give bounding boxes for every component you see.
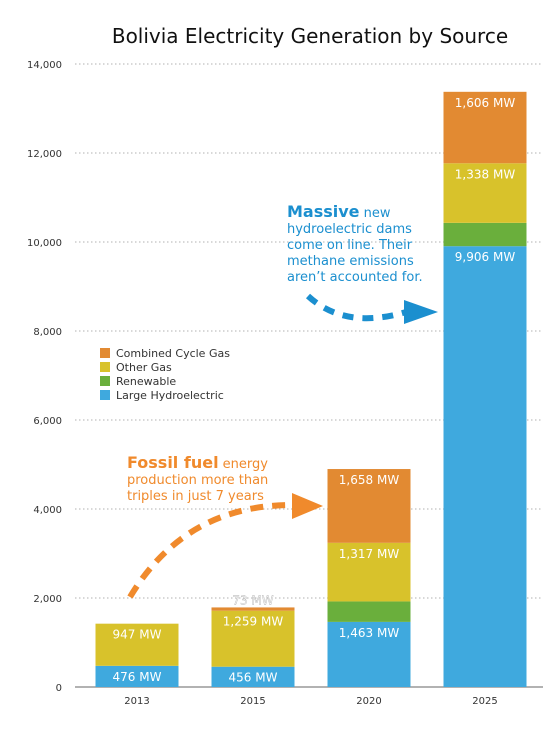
hydro-arrow-head [404, 300, 438, 324]
chart-title: Bolivia Electricity Generation by Source [111, 24, 509, 48]
bar-segment-large-hydroelectric [95, 665, 179, 687]
annotation-hydro-bold: Massive [287, 202, 360, 221]
y-tick-label: 0 [56, 683, 62, 694]
x-tick-label: 2013 [124, 696, 149, 707]
legend-label-large-hydroelectric: Large Hydroelectric [116, 388, 224, 402]
annotation-hydro-text: new hydroelectric dams come on line. The… [287, 206, 423, 285]
legend: Combined Cycle Gas Other Gas Renewable L… [100, 346, 230, 402]
bar-segment-other-gas [95, 623, 179, 666]
x-tick-label: 2025 [472, 696, 497, 707]
annotation-hydro: Massive new hydroelectric dams come on l… [287, 204, 447, 286]
data-label: 456 MW [229, 671, 278, 685]
bar-segment-combined-cycle-gas [443, 91, 527, 164]
legend-swatch-large-hydroelectric [100, 390, 110, 400]
bar-segment-renewable [443, 222, 527, 247]
legend-item-large-hydroelectric: Large Hydroelectric [100, 388, 230, 402]
data-label: 476 MW [113, 670, 162, 684]
bar-segment-large-hydroelectric [211, 666, 295, 687]
data-label: 1,658 MW [339, 473, 400, 487]
legend-item-other-gas: Other Gas [100, 360, 230, 374]
fossil-arrow-head [292, 493, 323, 519]
legend-swatch-other-gas [100, 362, 110, 372]
legend-label-other-gas: Other Gas [116, 360, 172, 374]
x-tick-label: 2020 [356, 696, 381, 707]
bar-segment-renewable [327, 601, 411, 622]
data-label: 1,606 MW [455, 96, 516, 110]
annotation-fossil-text: energy production more than triples in j… [127, 457, 269, 504]
y-tick-label: 6,000 [33, 416, 62, 427]
legend-item-renewable: Renewable [100, 374, 230, 388]
data-label: 9,906 MW [455, 250, 516, 264]
legend-label-combined-cycle-gas: Combined Cycle Gas [116, 346, 230, 360]
bar-segment-large-hydroelectric [327, 621, 411, 687]
bar-segment-other-gas [327, 542, 411, 602]
data-label: 947 MW [113, 628, 162, 642]
data-label: 1,463 MW [339, 626, 400, 640]
bar-segment-large-hydroelectric [443, 246, 527, 688]
data-label: 1,259 MW [223, 615, 284, 629]
fossil-arrow-path [127, 502, 293, 599]
annotation-fossil-bold: Fossil fuel [127, 453, 219, 472]
legend-label-renewable: Renewable [116, 374, 177, 388]
bar-segment-combined-cycle-gas [211, 607, 295, 611]
y-tick-label: 2,000 [33, 594, 62, 605]
legend-item-combined-cycle-gas: Combined Cycle Gas [100, 346, 230, 360]
y-tick-label: 12,000 [27, 149, 62, 160]
bar-segment-other-gas [211, 610, 295, 667]
data-label: 73 MW [232, 593, 273, 607]
y-tick-label: 8,000 [33, 327, 62, 338]
data-label: 1,338 MW [455, 167, 516, 181]
data-label: 1,317 MW [339, 547, 400, 561]
bar-segment-combined-cycle-gas [327, 469, 411, 543]
y-tick-label: 14,000 [27, 60, 62, 71]
hydro-arrow-path [305, 293, 407, 322]
y-tick-label: 4,000 [33, 505, 62, 516]
bar-segment-other-gas [443, 163, 527, 223]
legend-swatch-combined-cycle-gas [100, 348, 110, 358]
legend-swatch-renewable [100, 376, 110, 386]
x-tick-label: 2015 [240, 696, 265, 707]
annotation-fossil: Fossil fuel energy production more than … [127, 455, 277, 505]
y-tick-label: 10,000 [27, 238, 62, 249]
